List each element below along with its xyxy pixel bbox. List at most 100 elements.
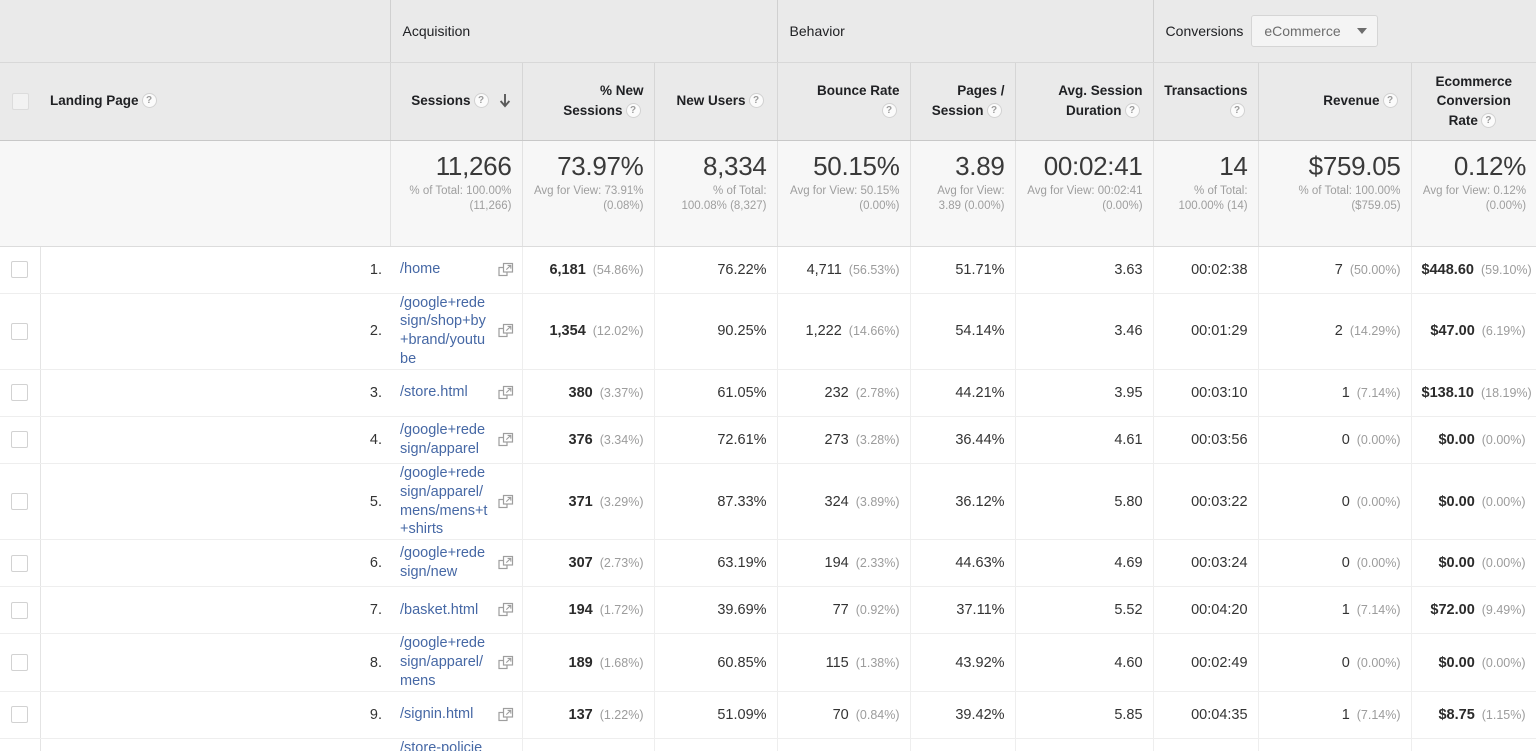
new-users-value: 115 [825, 654, 849, 671]
row-checkbox[interactable] [11, 654, 29, 672]
table-row[interactable]: 1. /home 6,181 (54.86%) 76.22% 4,711 (56.53%) 5… [0, 246, 1536, 294]
bounce-rate-cell: 79.13% [909, 738, 1016, 751]
table-row[interactable]: 4. /google+redesign/apparel 376 (3.34%) 72.6… [0, 416, 1536, 464]
row-checkbox[interactable] [11, 384, 29, 402]
help-icon[interactable]: ? [1229, 102, 1245, 118]
row-checkbox[interactable] [11, 706, 29, 724]
sessions-percent: (12.02%) [592, 324, 644, 339]
open-in-new-window-icon[interactable] [497, 602, 514, 618]
select-all-cell[interactable] [0, 62, 40, 141]
landing-page-cell[interactable]: /basket.html [390, 586, 522, 635]
landing-page-link[interactable]: /store-policies/frequently-asked-questio… [400, 739, 483, 751]
row-checkbox[interactable] [11, 554, 29, 572]
row-checkbox[interactable] [11, 493, 29, 511]
row-select-cell[interactable] [0, 369, 40, 417]
landing-page-link[interactable]: /home [400, 261, 441, 278]
conversion-type-select[interactable]: eCommerce [1251, 14, 1378, 47]
row-checkbox[interactable] [11, 261, 29, 278]
open-in-new-window-icon[interactable] [497, 262, 514, 278]
landing-page-link[interactable]: /google+redesign/apparel/mens/mens+t+shi… [400, 464, 488, 538]
open-in-new-window-icon[interactable] [497, 323, 514, 339]
landing-page-link[interactable]: /google+redesign/apparel/mens [400, 635, 486, 689]
landing-page-cell[interactable]: /home [390, 246, 522, 294]
row-select-cell[interactable] [0, 586, 40, 635]
row-checkbox[interactable] [11, 601, 29, 619]
row-select-cell[interactable] [0, 633, 40, 692]
revenue-cell: $0.00 (0.00%) [1410, 633, 1536, 692]
row-checkbox[interactable] [11, 322, 29, 340]
landing-page-link[interactable]: /google+redesign/new [400, 545, 486, 581]
help-icon[interactable]: ? [1382, 93, 1398, 109]
help-icon[interactable]: ? [986, 102, 1002, 118]
column-header-revenue[interactable]: Revenue? [1257, 62, 1412, 141]
landing-page-link[interactable]: /google+redesign/apparel [400, 422, 486, 457]
sessions-header-label: Sessions [411, 93, 471, 109]
sort-descending-arrow-icon[interactable] [498, 93, 512, 109]
column-header-new-users[interactable]: New Users? [653, 62, 778, 141]
row-select-cell[interactable] [0, 539, 40, 588]
open-in-new-window-icon[interactable] [497, 707, 514, 723]
select-all-checkbox[interactable] [11, 92, 29, 110]
landing-page-link[interactable]: /store.html [400, 384, 468, 401]
landing-page-cell[interactable]: /signin.html [390, 691, 522, 739]
column-header-sessions[interactable]: Sessions? [389, 62, 522, 141]
avg-session-duration-cell: 00:03:22 [1152, 463, 1259, 541]
table-row[interactable]: 8./google+redesign/apparel/mens 189 (1.68%… [0, 633, 1536, 692]
new-sessions-cell: 61.05% [653, 369, 778, 417]
open-in-new-window-icon[interactable] [497, 432, 514, 448]
open-in-new-window-icon[interactable] [497, 385, 514, 401]
table-body: 1. /home 6,181 (54.86%) 76.22% 4,711 (56.53%) 5… [0, 246, 1536, 751]
row-select-cell[interactable] [0, 293, 40, 370]
transactions-cell: 1 (7.14%) [1257, 369, 1412, 417]
avg-session-duration-cell: 00:03:10 [1152, 369, 1259, 417]
landing-page-link[interactable]: /signin.html [400, 706, 474, 723]
table-row[interactable]: 9. /signin.html 137 (1.22%) 51.09% 70 (0.84%) 3… [0, 691, 1536, 739]
row-checkbox[interactable] [11, 431, 29, 449]
help-icon[interactable]: ? [881, 102, 897, 118]
column-header-ecommerce-conversion-rate[interactable]: Ecommerce Conversion Rate? [1410, 62, 1536, 141]
landing-page-cell[interactable]: /google+redesign/new [390, 539, 522, 588]
pages-session-cell: 4.69 [1014, 539, 1154, 588]
landing-page-cell[interactable]: /google+redesign/apparel/mens/mens+t+shi… [390, 463, 522, 541]
table-row[interactable]: 10. /store-policies/frequently-asked-ques… [0, 738, 1536, 751]
help-icon[interactable]: ? [141, 93, 157, 109]
help-icon[interactable]: ? [748, 93, 764, 109]
landing-page-link[interactable]: /google+redesign/shop+by+brand/youtube [400, 294, 486, 368]
new-users-header-label: New Users [676, 93, 746, 109]
help-icon[interactable]: ? [1480, 112, 1496, 128]
bounce-rate-value: 36.44% [955, 431, 1005, 448]
landing-page-cell[interactable]: /store-policies/frequently-asked-questio… [390, 738, 522, 751]
open-in-new-window-icon[interactable] [497, 555, 514, 571]
sessions-percent: (3.37%) [599, 385, 644, 400]
help-icon[interactable]: ? [1124, 102, 1140, 118]
column-header-landing-page[interactable]: Landing Page? [40, 62, 390, 141]
column-header-new-sessions[interactable]: % New Sessions? [521, 62, 654, 141]
bounce-rate-cell: 37.11% [909, 586, 1016, 635]
table-row[interactable]: 7. /basket.html 194 (1.72%) 39.69% 77 (0.92%) 3… [0, 586, 1536, 635]
landing-page-cell[interactable]: /google+redesign/apparel/mens [390, 633, 522, 692]
row-select-cell[interactable] [0, 416, 40, 464]
avg-session-duration-value: 00:02:38 [1191, 261, 1248, 278]
column-header-transactions[interactable]: Transactions ? [1152, 62, 1259, 141]
help-icon[interactable]: ? [625, 102, 641, 118]
table-row[interactable]: 6. /google+redesign/new 307 (2.73%) 63.19% 19… [0, 539, 1536, 588]
landing-page-cell[interactable]: /google+redesign/apparel [390, 416, 522, 464]
table-row[interactable]: 5./google+redesign/apparel/mens/mens+t+s… [0, 463, 1536, 541]
open-in-new-window-icon[interactable] [497, 655, 514, 671]
help-icon[interactable]: ? [473, 93, 489, 109]
row-select-cell[interactable] [0, 691, 40, 739]
summary-avg-session-duration: 00:02:41 Avg for View: 00:02:41 (0.00%) [1014, 140, 1154, 247]
open-in-new-window-icon[interactable] [497, 494, 514, 510]
column-header-pages-session[interactable]: Pages / Session? [909, 62, 1016, 141]
column-header-bounce-rate[interactable]: Bounce Rate ? [776, 62, 911, 141]
row-select-cell[interactable] [0, 246, 40, 294]
bounce-rate-cell: 44.63% [909, 539, 1016, 588]
table-row[interactable]: 3. /store.html 380 (3.37%) 61.05% 232 (2.78%) 4… [0, 369, 1536, 417]
table-row[interactable]: 2./google+redesign/shop+by+brand/youtube… [0, 293, 1536, 370]
row-select-cell[interactable] [0, 738, 40, 751]
landing-page-cell[interactable]: /google+redesign/shop+by+brand/youtube [390, 293, 522, 370]
landing-page-cell[interactable]: /store.html [390, 369, 522, 417]
row-select-cell[interactable] [0, 463, 40, 541]
column-header-avg-session-duration[interactable]: Avg. Session Duration? [1014, 62, 1154, 141]
landing-page-link[interactable]: /basket.html [400, 601, 479, 618]
